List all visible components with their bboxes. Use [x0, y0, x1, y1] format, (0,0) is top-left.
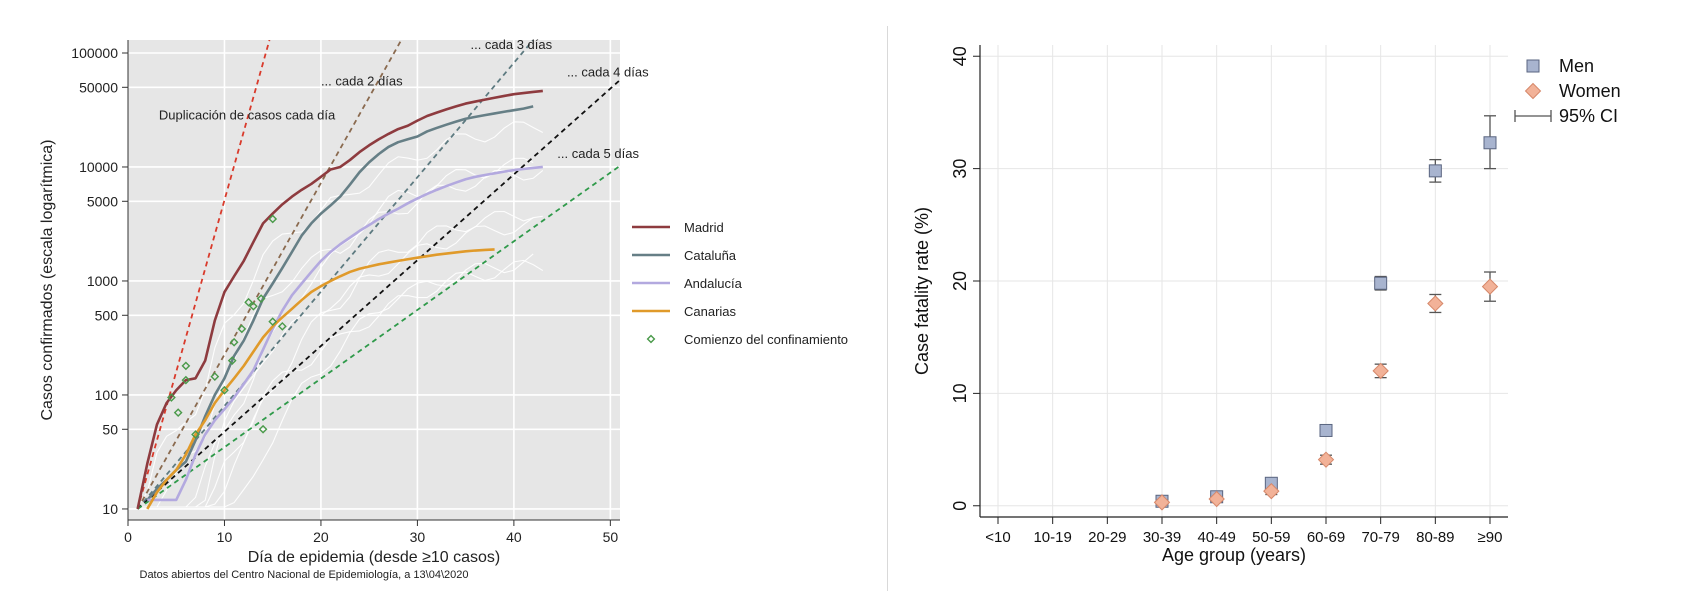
- series-line-madrid: [136, 89, 543, 510]
- reference-line-label: ... cada 5 días: [557, 146, 639, 161]
- point-women: [1427, 295, 1444, 312]
- x-tick-label: 40-49: [1197, 529, 1235, 546]
- legend-label: Women: [1559, 81, 1621, 101]
- y-tick-label: 500: [95, 307, 119, 323]
- confinement-point: [249, 301, 258, 311]
- confinement-point: [268, 214, 278, 224]
- confinement-point: [227, 356, 237, 366]
- y-tick-label: 1000: [87, 273, 118, 289]
- plot-background: [128, 40, 620, 520]
- x-tick-label: 50: [603, 529, 619, 545]
- y-tick-label: 30: [950, 159, 970, 179]
- confinement-point: [237, 324, 247, 334]
- y-tick-label: 50: [102, 421, 118, 437]
- confinement-point: [220, 385, 229, 395]
- confinement-point: [191, 430, 200, 439]
- point-women: [1263, 482, 1280, 500]
- confinement-point: [258, 424, 268, 434]
- confinement-point: [210, 372, 220, 381]
- legend-label: 95% CI: [1559, 106, 1618, 126]
- x-tick-label: 20: [313, 529, 329, 545]
- y-tick-label: 100: [95, 387, 119, 403]
- confinement-point: [167, 393, 176, 402]
- legend-label: Canarias: [684, 304, 737, 319]
- other-region-line: [147, 210, 534, 508]
- confinement-point: [256, 294, 266, 304]
- left-chart-covid-cases-log: Duplicación de casos cada día ... cada 2 …: [39, 37, 848, 581]
- reference-line-label: ... cada 2 días: [321, 73, 403, 88]
- confinement-point: [181, 375, 191, 385]
- x-tick-label: 70-79: [1361, 529, 1399, 546]
- x-tick-label: 30: [410, 529, 426, 545]
- confinement-point: [173, 408, 183, 418]
- legend-swatch-men: [1526, 59, 1540, 73]
- x-tick-label: 60-69: [1307, 529, 1345, 546]
- point-men: [1374, 276, 1388, 290]
- y-tick-label: 100000: [71, 45, 118, 61]
- x-tick-label: 10-19: [1033, 529, 1071, 546]
- x-axis-label: Día de epidemia (desde ≥10 casos): [248, 549, 500, 566]
- point-men: [1483, 136, 1497, 150]
- x-tick-label: 50-59: [1252, 529, 1290, 546]
- x-tick-label: 30-39: [1143, 529, 1181, 546]
- y-axis-label: Casos confirmados (escala logarítmica): [39, 140, 56, 421]
- x-tick-label: 0: [124, 529, 132, 545]
- y-tick-label: 10000: [79, 159, 118, 175]
- confinement-point: [181, 361, 191, 371]
- y-tick-label: 50000: [79, 79, 118, 95]
- reference-line-doubling-4: [137, 78, 620, 510]
- point-women: [1153, 494, 1171, 511]
- confinement-point: [244, 297, 253, 307]
- legend-label: Comienzo del confinamiento: [684, 332, 848, 347]
- series-line-canarias: [146, 248, 495, 510]
- reference-line-label: ... cada 4 días: [567, 65, 649, 80]
- y-axis-label: Case fatality rate (%): [912, 207, 932, 375]
- reference-line-doubling-3: [136, 40, 534, 510]
- reference-line-doubling-1: [136, 40, 271, 510]
- footnote: Datos abiertos del Centro Nacional de Ep…: [140, 569, 469, 581]
- other-region-line: [137, 215, 543, 508]
- point-women: [1208, 490, 1225, 508]
- y-tick-label: 0: [950, 501, 970, 511]
- legend-label: Men: [1559, 56, 1594, 76]
- other-region-line: [147, 253, 534, 508]
- point-men: [1428, 164, 1442, 178]
- figure-divider: [887, 26, 888, 591]
- reference-line-label: Duplicación de casos cada día: [159, 108, 336, 123]
- y-tick-label: 10: [102, 501, 118, 517]
- legend-label: Cataluña: [684, 248, 737, 263]
- y-tick-label: 5000: [87, 193, 118, 209]
- y-tick-label: 10: [950, 383, 970, 403]
- y-tick-label: 20: [950, 271, 970, 291]
- legend-swatch-confinement: [646, 334, 656, 344]
- point-women: [1372, 362, 1389, 380]
- x-tick-label: <10: [985, 529, 1010, 546]
- x-tick-label: 40: [506, 529, 522, 545]
- x-tick-label: 10: [217, 529, 233, 545]
- x-axis-label: Age group (years): [1162, 545, 1306, 565]
- x-tick-label: 20-29: [1088, 529, 1126, 546]
- legend-label: Andalucía: [684, 276, 743, 291]
- other-region-line: [137, 259, 544, 508]
- point-women: [1317, 451, 1335, 468]
- y-tick-label: 40: [950, 46, 970, 66]
- series-line-andalucía: [147, 165, 543, 502]
- confinement-point: [229, 337, 239, 347]
- confinement-point: [268, 317, 278, 327]
- confinement-point: [277, 321, 287, 331]
- point-women: [1481, 278, 1499, 295]
- x-tick-label: 80-89: [1416, 529, 1454, 546]
- right-chart-case-fatality-rate: <10 10-19 20-29 30-39 40-49 50-59 60-69 70-79 80…: [912, 45, 1621, 565]
- reference-line-label: ... cada 3 días: [470, 37, 552, 52]
- legend-label: Madrid: [684, 220, 724, 235]
- legend-swatch-women: [1524, 82, 1542, 100]
- series-line-cataluña: [146, 105, 534, 501]
- point-men: [1319, 423, 1333, 437]
- x-tick-label: ≥90: [1478, 529, 1503, 546]
